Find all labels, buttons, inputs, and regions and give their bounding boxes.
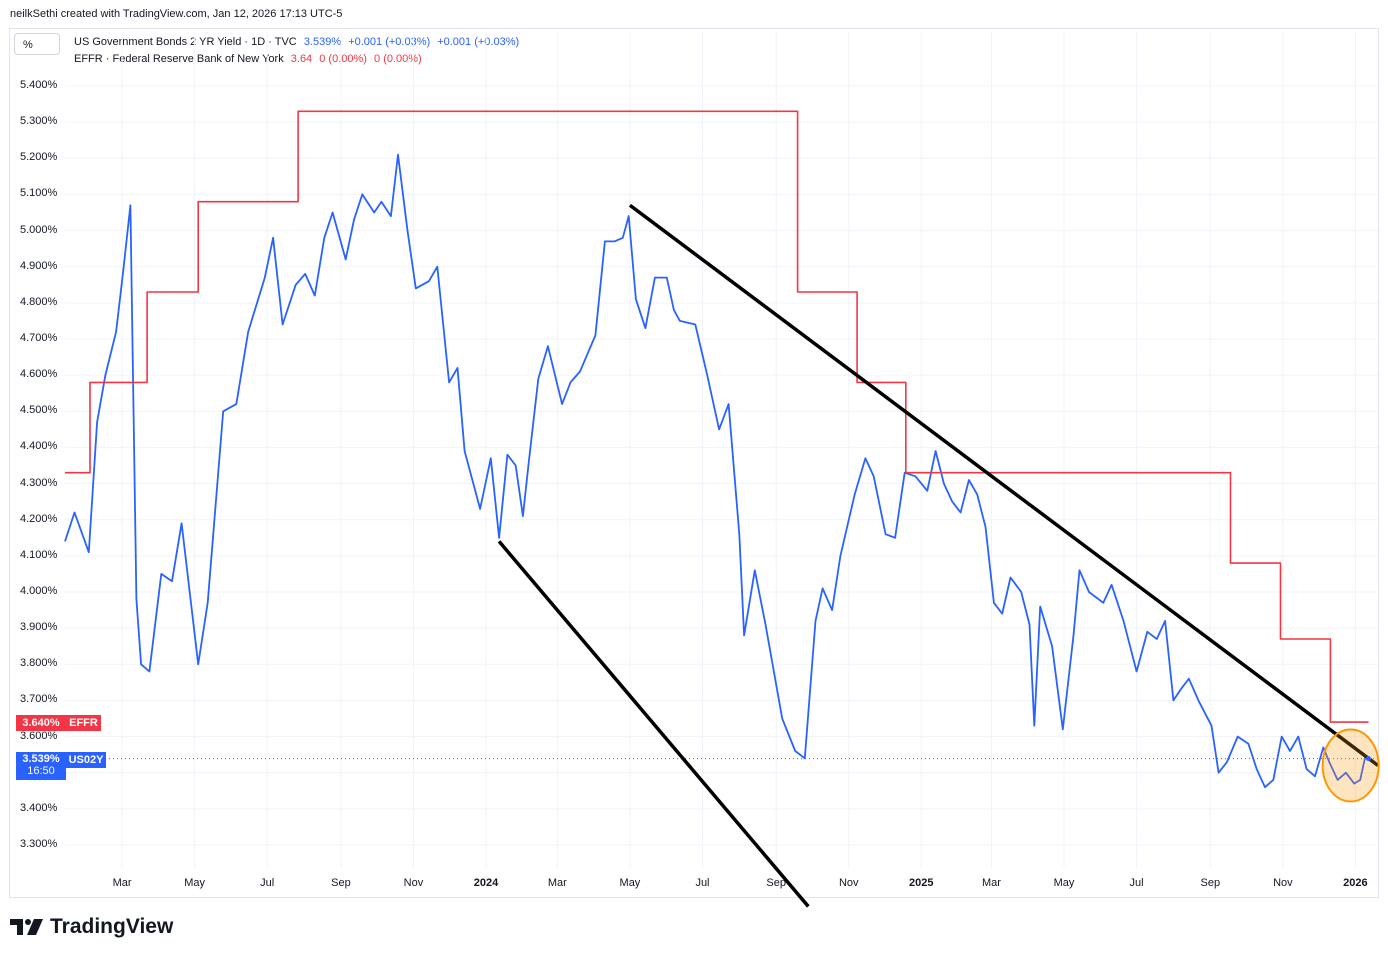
x-tick-label: Mar xyxy=(981,877,1001,889)
legend-us02y-change: +0.001 (+0.03%) xyxy=(348,36,431,48)
lower-channel-trendline xyxy=(497,540,810,908)
x-tick-label: Jul xyxy=(1129,877,1144,889)
y-tick-label: 4.300% xyxy=(20,476,58,489)
chart-credit: neilkSethi created with TradingView.com,… xyxy=(10,8,343,20)
chart-annotations xyxy=(497,203,1380,908)
x-tick-label: Jul xyxy=(695,877,710,889)
y-tick-label: 5.000% xyxy=(20,223,58,236)
y-tick-label: 5.200% xyxy=(20,151,58,164)
effr-price-badge: 3.640% xyxy=(16,715,66,731)
legend-effr-change: 0 (0.00%) xyxy=(319,53,367,65)
legend-us02y-last: 3.539% xyxy=(303,36,342,48)
effr-label-badge: EFFR xyxy=(66,715,101,731)
y-tick-label: 5.300% xyxy=(20,115,58,128)
y-tick-label: 3.800% xyxy=(20,657,58,670)
chart-frame xyxy=(9,28,1379,898)
y-tick-label: 4.800% xyxy=(20,295,58,308)
y-tick-label: 4.900% xyxy=(20,259,58,272)
x-tick-label: Nov xyxy=(403,877,424,889)
upper-channel-trendline xyxy=(628,203,1380,767)
y-tick-label: 5.100% xyxy=(20,187,58,200)
y-tick-label: 4.100% xyxy=(20,548,58,561)
unit-toggle-button[interactable]: % xyxy=(14,33,60,55)
us02y-price-value: 3.539% xyxy=(22,753,60,765)
chart-series xyxy=(64,110,1378,789)
x-tick-label: Jul xyxy=(260,877,275,889)
legend-effr[interactable]: EFFR · Federal Reserve Bank of New York … xyxy=(74,53,426,65)
x-tick-label: Sep xyxy=(331,877,351,889)
us02y-last-point xyxy=(1365,756,1371,762)
x-tick-label: Sep xyxy=(1200,877,1221,889)
us02y-series-line xyxy=(64,153,1369,789)
x-tick-label: May xyxy=(184,877,206,889)
x-tick-label: Mar xyxy=(547,877,567,889)
legend-us02y-change-2: +0.001 (+0.03%) xyxy=(437,36,520,48)
tradingview-logo-icon xyxy=(10,919,43,935)
y-tick-label: 4.200% xyxy=(20,512,58,525)
y-tick-label: 4.700% xyxy=(20,332,58,344)
y-tick-label: 3.300% xyxy=(20,838,58,850)
us02y-price-badge: 3.539% 16:50 xyxy=(16,752,66,780)
brand-name: TradingView xyxy=(50,915,174,938)
x-tick-label: Nov xyxy=(1273,877,1293,889)
x-tick-label: 2024 xyxy=(473,877,499,889)
y-tick-label: 4.600% xyxy=(20,368,58,381)
brand-logo[interactable]: TradingView xyxy=(10,915,173,939)
y-tick-label: 3.600% xyxy=(20,729,58,742)
y-tick-label: 5.400% xyxy=(20,79,58,91)
y-tick-label: 4.500% xyxy=(20,404,58,417)
legend-effr-change-2: 0 (0.00%) xyxy=(374,53,422,65)
legend-us02y-name: US Government Bonds 2 YR Yield · 1D · TV… xyxy=(74,36,297,48)
us02y-countdown: 16:50 xyxy=(27,765,55,777)
x-tick-label: Nov xyxy=(838,877,859,889)
effr-series-line xyxy=(65,110,1369,723)
x-tick-label: May xyxy=(1053,877,1075,889)
x-tick-label: 2026 xyxy=(1343,877,1368,889)
y-tick-label: 4.400% xyxy=(20,440,58,453)
x-tick-label: 2025 xyxy=(909,877,934,889)
highlight-circle xyxy=(1321,728,1380,803)
chart-grid xyxy=(65,32,1378,868)
y-tick-label: 3.700% xyxy=(20,693,58,706)
legend-effr-last: 3.64 xyxy=(290,53,313,65)
y-tick-label: 3.900% xyxy=(20,621,58,634)
y-tick-label: 4.000% xyxy=(20,585,58,597)
x-tick-label: Sep xyxy=(766,877,786,889)
x-tick-label: Mar xyxy=(112,877,132,889)
legend-effr-name: EFFR · Federal Reserve Bank of New York xyxy=(74,53,284,65)
legend-us02y[interactable]: US Government Bonds 2 YR Yield · 1D · TV… xyxy=(74,36,523,48)
y-tick-label: 3.400% xyxy=(20,801,58,814)
x-tick-label: May xyxy=(619,877,641,889)
us02y-label-badge: US02Y xyxy=(66,752,106,768)
